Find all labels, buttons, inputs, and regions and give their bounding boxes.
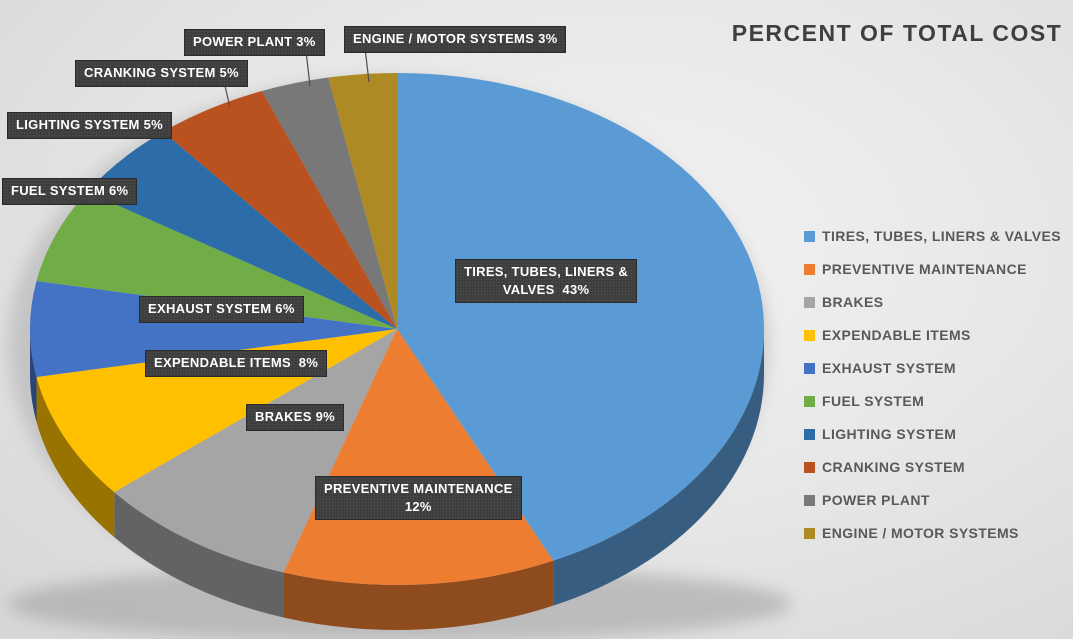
pie-side-tires-tubes-liners-valves (553, 329, 764, 606)
pie-side-brakes (114, 492, 284, 618)
pie-side-exhaust-system (30, 329, 37, 422)
legend-item-exhaust-system: EXHAUST SYSTEM (804, 360, 1061, 376)
legend-swatch-icon (804, 329, 815, 341)
pie-slice-power-plant (261, 77, 397, 330)
legend-item-cranking-system: CRANKING SYSTEM (804, 459, 1061, 475)
pie-slice-engine-motor-systems (328, 73, 397, 329)
legend-swatch-icon (804, 395, 815, 407)
legend-item-label: EXPENDABLE ITEMS (822, 327, 971, 343)
pie-slice-exhaust-system (30, 281, 398, 377)
legend-item-label: ENGINE / MOTOR SYSTEMS (822, 525, 1019, 541)
legend-item-power-plant: POWER PLANT (804, 492, 1061, 508)
pie-slice-preventive-maintenance (283, 329, 554, 585)
legend-swatch-icon (804, 461, 815, 473)
chart-title: PERCENT OF TOTAL COST (731, 20, 1063, 46)
legend: TIRES, TUBES, LINERS & VALVES PREVENTIVE … (804, 228, 1061, 541)
pie-side-expendable-items (36, 376, 115, 538)
pie-side-preventive-maintenance (283, 560, 554, 630)
legend-swatch-icon (804, 362, 815, 374)
legend-item-preventive-maintenance: PREVENTIVE MAINTENANCE (804, 261, 1061, 277)
legend-swatch-icon (804, 296, 815, 308)
legend-item-label: BRAKES (822, 294, 884, 310)
pie-slice-fuel-system (36, 191, 397, 329)
legend-swatch-icon (804, 527, 815, 539)
legend-item-label: FUEL SYSTEM (822, 393, 925, 409)
legend-item-label: PREVENTIVE MAINTENANCE (822, 261, 1027, 277)
legend-item-tires-tubes-liners-valves: TIRES, TUBES, LINERS & VALVES (804, 228, 1061, 244)
legend-item-brakes: BRAKES (804, 294, 1061, 310)
legend-item-label: TIRES, TUBES, LINERS & VALVES (822, 228, 1061, 244)
legend-item-label: POWER PLANT (822, 492, 930, 508)
legend-item-engine-motor-systems: ENGINE / MOTOR SYSTEMS (804, 525, 1061, 541)
legend-item-label: LIGHTING SYSTEM (822, 426, 957, 442)
legend-swatch-icon (804, 428, 815, 440)
pie-slice-tires-tubes-liners-valves (397, 73, 764, 561)
leader-line-1 (305, 50, 311, 87)
leader-line-0 (364, 47, 370, 83)
legend-swatch-icon (804, 494, 815, 506)
legend-item-label: CRANKING SYSTEM (822, 459, 965, 475)
legend-item-expendable-items: EXPENDABLE ITEMS (804, 327, 1061, 343)
pie-slice-brakes (114, 329, 397, 573)
legend-item-label: EXHAUST SYSTEM (822, 360, 956, 376)
legend-swatch-icon (804, 230, 815, 242)
legend-swatch-icon (804, 263, 815, 275)
pie-slice-cranking-system (163, 90, 397, 329)
legend-item-lighting-system: LIGHTING SYSTEM (804, 426, 1061, 442)
legend-item-fuel-system: FUEL SYSTEM (804, 393, 1061, 409)
pie-slice-lighting-system (87, 131, 397, 329)
